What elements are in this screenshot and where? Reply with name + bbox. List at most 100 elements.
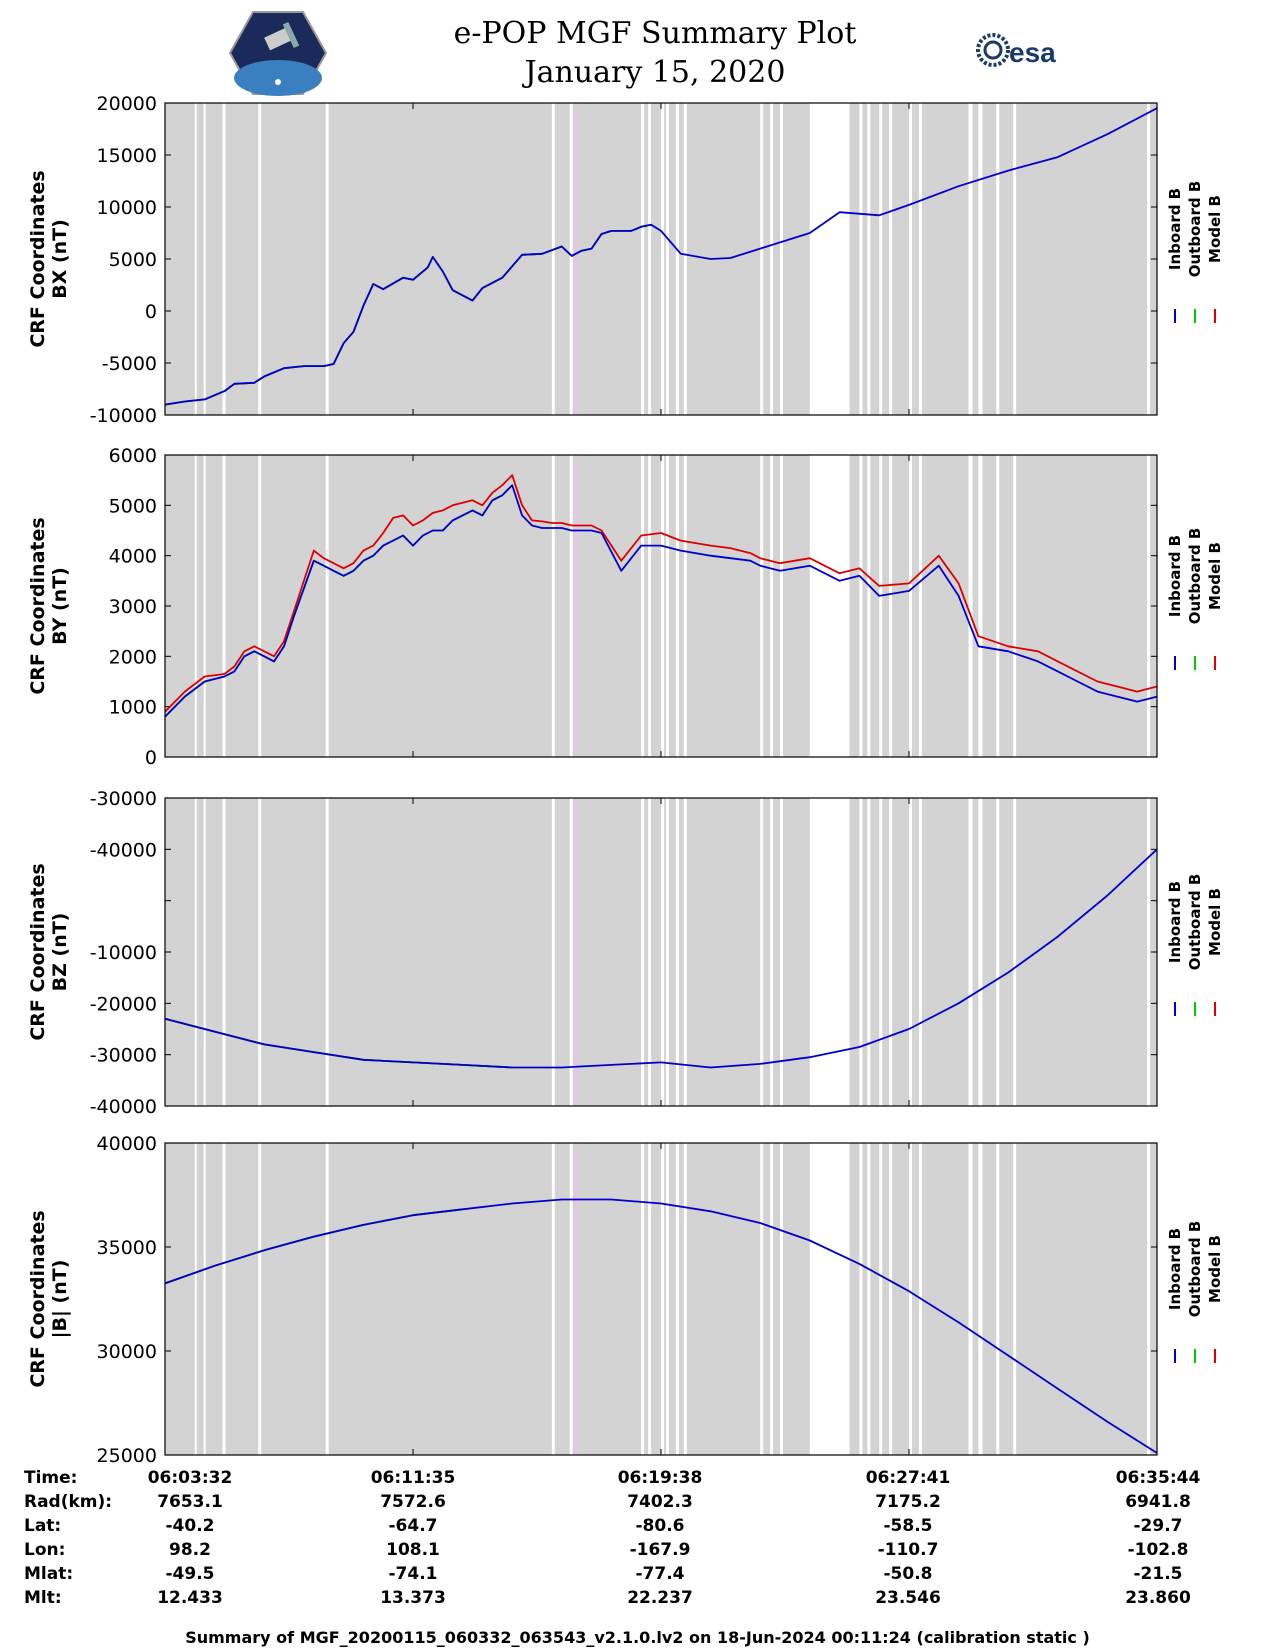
inboard-series-line bbox=[164, 107, 1158, 406]
y-tick-label: 0 bbox=[145, 747, 157, 769]
panel-4: 40000 35000 30000 25000 CRF Coordinates |B| (… bbox=[27, 1133, 1224, 1467]
data-gap bbox=[889, 455, 893, 757]
data-gap bbox=[780, 455, 784, 757]
table-cell: -74.1 bbox=[388, 1564, 438, 1584]
y-tick-label: -30000 bbox=[90, 788, 157, 810]
data-gap bbox=[996, 1143, 1000, 1455]
y-tick-label: -5000 bbox=[102, 353, 157, 375]
table-row-label: Lat: bbox=[24, 1516, 62, 1536]
plot-date: January 15, 2020 bbox=[524, 55, 786, 90]
y-tick-label: 35000 bbox=[97, 1237, 157, 1259]
data-gap bbox=[203, 455, 206, 757]
legend-label-model: Model B bbox=[1206, 1235, 1224, 1303]
table-row-label: Lon: bbox=[24, 1540, 66, 1560]
data-gap bbox=[648, 455, 652, 757]
footer-summary: Summary of MGF_20200115_060332_063543_v2… bbox=[185, 1628, 1090, 1647]
data-gap bbox=[978, 103, 983, 415]
data-gap bbox=[918, 798, 922, 1106]
time-marker bbox=[574, 455, 578, 757]
table-cell: -110.7 bbox=[877, 1540, 939, 1560]
cassiope-satellite-logo bbox=[228, 11, 328, 96]
y-tick-label: -10000 bbox=[90, 405, 157, 427]
data-gap bbox=[203, 798, 206, 1106]
data-gap bbox=[968, 103, 973, 415]
data-gap bbox=[770, 1143, 774, 1455]
data-gap bbox=[867, 1143, 871, 1455]
data-gap bbox=[978, 455, 983, 757]
data-gap bbox=[918, 103, 922, 415]
table-cell: 12.433 bbox=[157, 1588, 223, 1608]
model-series-line bbox=[164, 474, 1158, 713]
table-row-label: Time: bbox=[24, 1468, 78, 1488]
y-axis-label: CRF Coordinates bbox=[27, 1210, 49, 1387]
panel-3: -30000 -40000 -10000 -20000 -30000 -40000 CRF … bbox=[27, 788, 1224, 1118]
legend-label-model: Model B bbox=[1206, 888, 1224, 956]
table-cell: 06:19:38 bbox=[617, 1468, 703, 1488]
data-gap bbox=[867, 103, 871, 415]
data-gap bbox=[325, 1143, 329, 1455]
data-gap bbox=[203, 103, 206, 415]
data-gap bbox=[809, 798, 850, 1106]
data-gap bbox=[551, 103, 555, 415]
table-row-label: Mlt: bbox=[24, 1588, 62, 1608]
y-axis-label: |B| (nT) bbox=[49, 1260, 71, 1339]
data-gap bbox=[859, 455, 863, 757]
data-gap bbox=[1013, 1143, 1017, 1455]
data-gap bbox=[258, 798, 262, 1106]
data-gap bbox=[889, 1143, 893, 1455]
data-gap bbox=[683, 798, 687, 1106]
data-gap bbox=[1147, 1143, 1151, 1455]
data-gap bbox=[879, 455, 883, 757]
data-gap bbox=[909, 1143, 912, 1455]
esa-logo-text: esa bbox=[1009, 37, 1056, 68]
table-cell: -80.6 bbox=[635, 1516, 685, 1536]
y-axis-label: BY (nT) bbox=[49, 567, 71, 645]
panel-frame bbox=[164, 797, 1158, 1107]
data-gap bbox=[1013, 455, 1017, 757]
time-marker bbox=[574, 798, 578, 1106]
data-gap bbox=[918, 455, 922, 757]
data-gap bbox=[258, 455, 262, 757]
table-cell: 7402.3 bbox=[627, 1492, 693, 1512]
data-gap bbox=[1147, 103, 1151, 415]
data-gap bbox=[675, 455, 679, 757]
time-marker bbox=[574, 103, 578, 415]
data-gap bbox=[551, 798, 555, 1106]
legend-label-inboard: Inboard B bbox=[1166, 1228, 1184, 1310]
data-gap bbox=[569, 455, 573, 757]
legend-label-outboard: Outboard B bbox=[1186, 181, 1204, 278]
data-gap bbox=[222, 798, 226, 1106]
inboard-series-line bbox=[164, 484, 1158, 718]
y-tick-label: 2000 bbox=[109, 646, 157, 668]
data-gap bbox=[889, 798, 893, 1106]
data-gap bbox=[1147, 798, 1151, 1106]
y-tick-label: 10000 bbox=[97, 197, 157, 219]
y-tick-label: 25000 bbox=[97, 1445, 157, 1467]
data-gap bbox=[665, 103, 669, 415]
data-gap bbox=[809, 1143, 850, 1455]
y-tick-label: -40000 bbox=[90, 839, 157, 861]
data-gap bbox=[641, 103, 645, 415]
legend-label-model: Model B bbox=[1206, 195, 1224, 263]
data-gap bbox=[809, 455, 850, 757]
data-gap bbox=[859, 103, 863, 415]
y-tick-label: 6000 bbox=[109, 445, 157, 467]
data-gap bbox=[1147, 455, 1151, 757]
data-gap bbox=[909, 455, 912, 757]
panel-2: 6000 5000 4000 3000 2000 1000 0 CRF Coordinates… bbox=[27, 445, 1224, 769]
esa-logo: esa bbox=[976, 33, 1056, 68]
data-gap bbox=[641, 798, 645, 1106]
data-gap bbox=[968, 455, 973, 757]
data-gap bbox=[551, 455, 555, 757]
data-gap bbox=[770, 455, 774, 757]
data-gap bbox=[325, 455, 329, 757]
data-gap bbox=[1013, 798, 1017, 1106]
table-cell: 06:03:32 bbox=[147, 1468, 233, 1488]
data-gap bbox=[879, 103, 883, 415]
data-gap bbox=[648, 103, 652, 415]
table-cell: 7175.2 bbox=[875, 1492, 941, 1512]
table-cell: 23.546 bbox=[875, 1588, 941, 1608]
data-gap bbox=[665, 455, 669, 757]
y-tick-label: 20000 bbox=[97, 93, 157, 115]
